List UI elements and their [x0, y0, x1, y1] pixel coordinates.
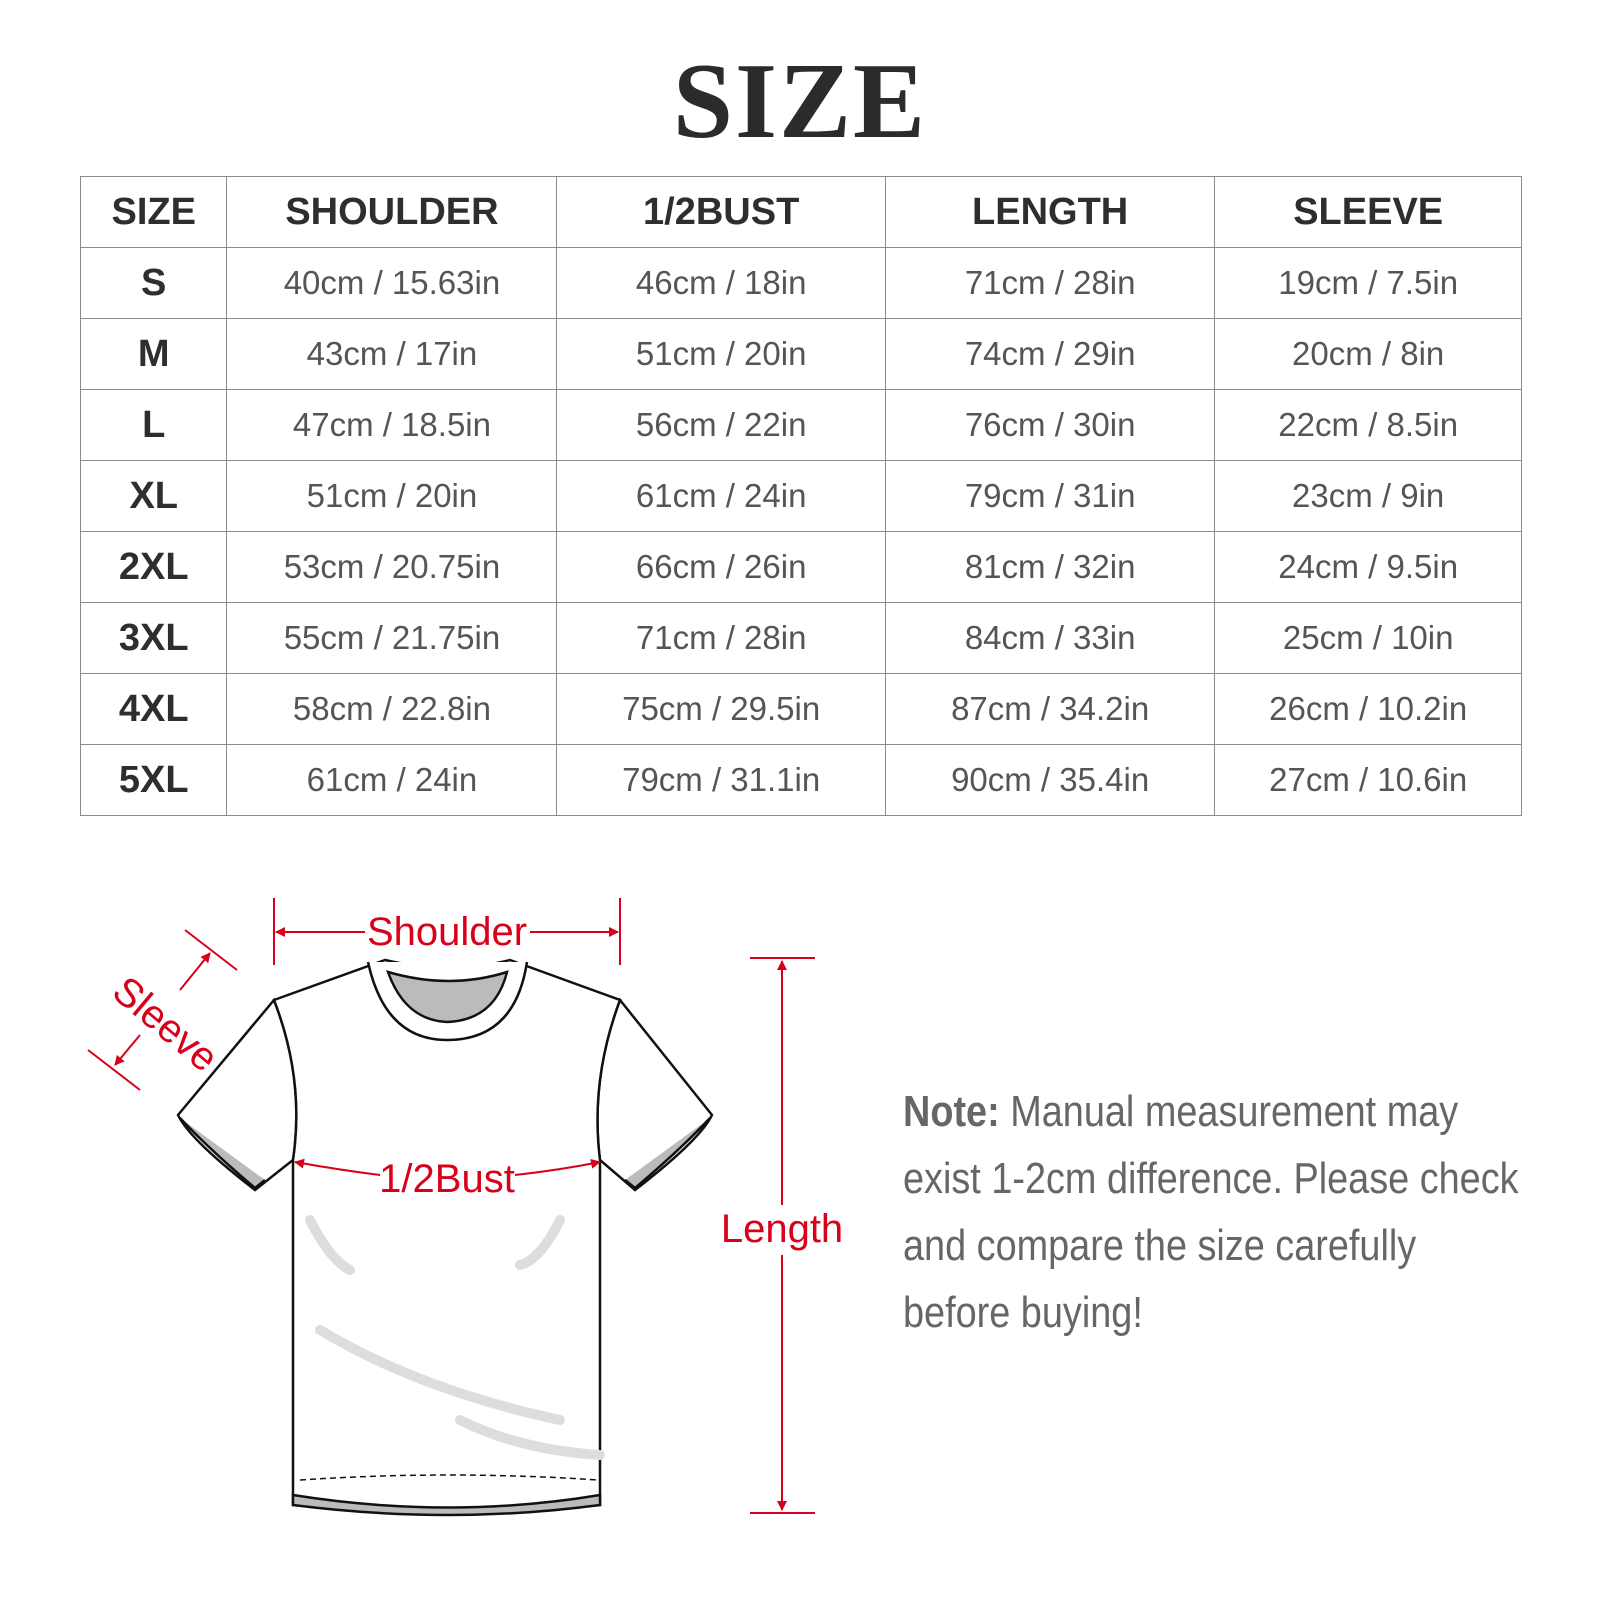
measurement-cell: 53cm / 20.75in [226, 531, 558, 603]
size-cell: M [79, 318, 228, 390]
tshirt-diagram: Shoulder Sleeve 1/2Bust Length [87, 898, 843, 1517]
measurement-cell: 43cm / 17in [226, 318, 558, 390]
size-cell: 5XL [79, 744, 228, 816]
shoulder-measure [273, 898, 621, 965]
measurement-cell: 19cm / 7.5in [1214, 247, 1522, 319]
table-row: 3XL 55cm / 21.75in 71cm / 28in 84cm / 33in 2… [79, 602, 1522, 674]
table-row: M 43cm / 17in 51cm / 20in 74cm / 29in 20cm /… [79, 318, 1522, 390]
column-header: SHOULDER [226, 176, 558, 248]
measurement-cell: 66cm / 26in [556, 531, 886, 603]
measurement-cell: 61cm / 24in [556, 460, 886, 532]
measurement-cell: 81cm / 32in [884, 531, 1216, 603]
size-table: SIZE SHOULDER 1/2BUST LENGTH SLEEVE S 40cm / … [79, 176, 1522, 816]
column-header: SIZE [79, 176, 228, 248]
length-measure [750, 957, 815, 1514]
size-cell: S [79, 247, 228, 319]
measurement-cell: 51cm / 20in [556, 318, 886, 390]
measurement-cell: 84cm / 33in [884, 602, 1216, 674]
measurement-cell: 23cm / 9in [1214, 460, 1522, 532]
measurement-cell: 87cm / 34.2in [884, 673, 1216, 745]
tshirt-icon [176, 958, 714, 1517]
measurement-cell: 46cm / 18in [556, 247, 886, 319]
page-title: SIZE [672, 42, 928, 161]
measurement-cell: 22cm / 8.5in [1214, 389, 1522, 461]
measurement-cell: 56cm / 22in [556, 389, 886, 461]
bust-label: 1/2Bust [379, 1157, 515, 1201]
column-header: 1/2BUST [556, 176, 886, 248]
size-cell: 2XL [79, 531, 228, 603]
measurement-cell: 47cm / 18.5in [226, 389, 558, 461]
measurement-cell: 75cm / 29.5in [556, 673, 886, 745]
note-body: Manual measurement may exist 1-2cm diffe… [903, 1087, 1519, 1337]
column-header: SLEEVE [1214, 176, 1522, 248]
shoulder-label: Shoulder [367, 910, 527, 954]
table-row: 5XL 61cm / 24in 79cm / 31.1in 90cm / 35.4in… [79, 744, 1522, 816]
size-cell: L [79, 389, 228, 461]
bust-measure [294, 1158, 601, 1176]
table-row: S 40cm / 15.63in 46cm / 18in 71cm / 28in 19c… [79, 247, 1522, 319]
note-label: Note: [903, 1087, 1000, 1136]
table-row: XL 51cm / 20in 61cm / 24in 79cm / 31in 23cm … [79, 460, 1522, 532]
size-cell: XL [79, 460, 228, 532]
measurement-cell: 71cm / 28in [556, 602, 886, 674]
measurement-cell: 79cm / 31in [884, 460, 1216, 532]
measurement-cell: 25cm / 10in [1214, 602, 1522, 674]
fold-shading [305, 1215, 605, 1460]
table-row: 2XL 53cm / 20.75in 66cm / 26in 81cm / 32in 2… [79, 531, 1522, 603]
size-cell: 4XL [79, 673, 228, 745]
measurement-cell: 74cm / 29in [884, 318, 1216, 390]
measurement-cell: 79cm / 31.1in [556, 744, 886, 816]
measurement-cell: 20cm / 8in [1214, 318, 1522, 390]
sleeve-measure [87, 929, 238, 1091]
measurement-cell: 40cm / 15.63in [226, 247, 558, 319]
measurement-cell: 51cm / 20in [226, 460, 558, 532]
measurement-cell: 24cm / 9.5in [1214, 531, 1522, 603]
measurement-cell: 71cm / 28in [884, 247, 1216, 319]
note-text: Note: Manual measurement may exist 1-2cm… [903, 1078, 1522, 1346]
table-row: 4XL 58cm / 22.8in 75cm / 29.5in 87cm / 34.2… [79, 673, 1522, 745]
column-header: LENGTH [884, 176, 1216, 248]
size-cell: 3XL [79, 602, 228, 674]
length-label: Length [721, 1207, 843, 1251]
table-row: L 47cm / 18.5in 56cm / 22in 76cm / 30in 22cm… [79, 389, 1522, 461]
sleeve-label: Sleeve [104, 968, 226, 1080]
measurement-cell: 58cm / 22.8in [226, 673, 558, 745]
table-header-row: SIZE SHOULDER 1/2BUST LENGTH SLEEVE [79, 176, 1522, 248]
measurement-cell: 27cm / 10.6in [1214, 744, 1522, 816]
measurement-cell: 76cm / 30in [884, 389, 1216, 461]
measurement-cell: 90cm / 35.4in [884, 744, 1216, 816]
measurement-cell: 26cm / 10.2in [1214, 673, 1522, 745]
measurement-cell: 61cm / 24in [226, 744, 558, 816]
measurement-cell: 55cm / 21.75in [226, 602, 558, 674]
